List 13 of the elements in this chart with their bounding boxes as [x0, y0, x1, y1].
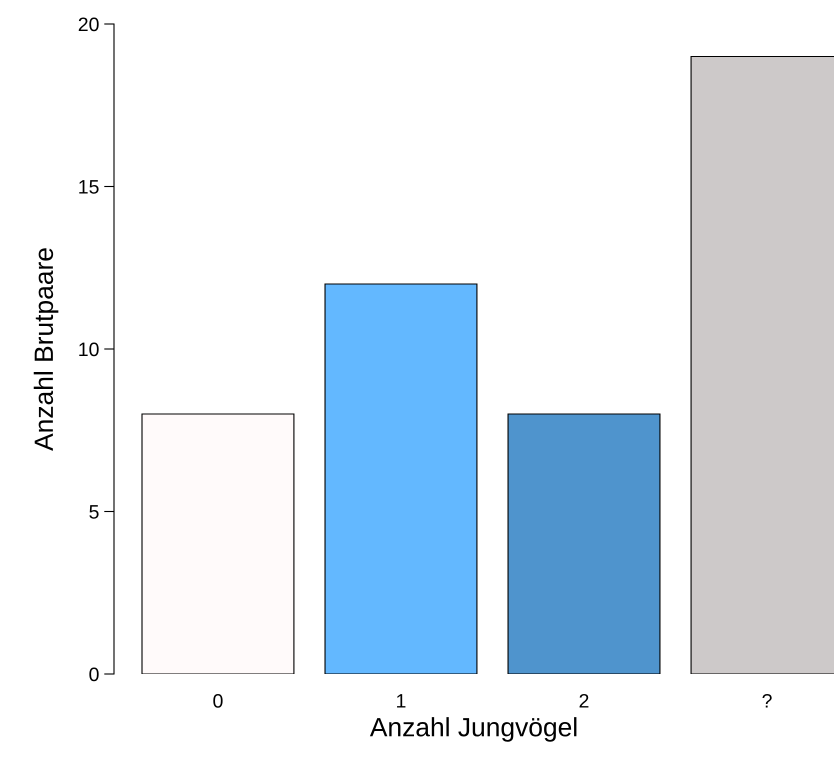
y-tick-label: 20 [78, 17, 99, 32]
y-tick-label: 15 [79, 180, 99, 194]
y-axis-title: Anzahl Brutpaare [34, 248, 58, 451]
bar [324, 283, 478, 674]
x-tick-label: 2 [580, 694, 588, 708]
y-tick-label: 0 [89, 667, 99, 682]
y-tick-label: 5 [89, 505, 99, 519]
x-tick-label: ? [762, 694, 772, 708]
x-axis-title: Anzahl Jungvögel [370, 717, 576, 742]
x-tick-label: 1 [397, 694, 406, 708]
y-tick-label: 10 [79, 342, 99, 356]
x-tick-label: 0 [213, 694, 223, 708]
bar [141, 413, 294, 674]
